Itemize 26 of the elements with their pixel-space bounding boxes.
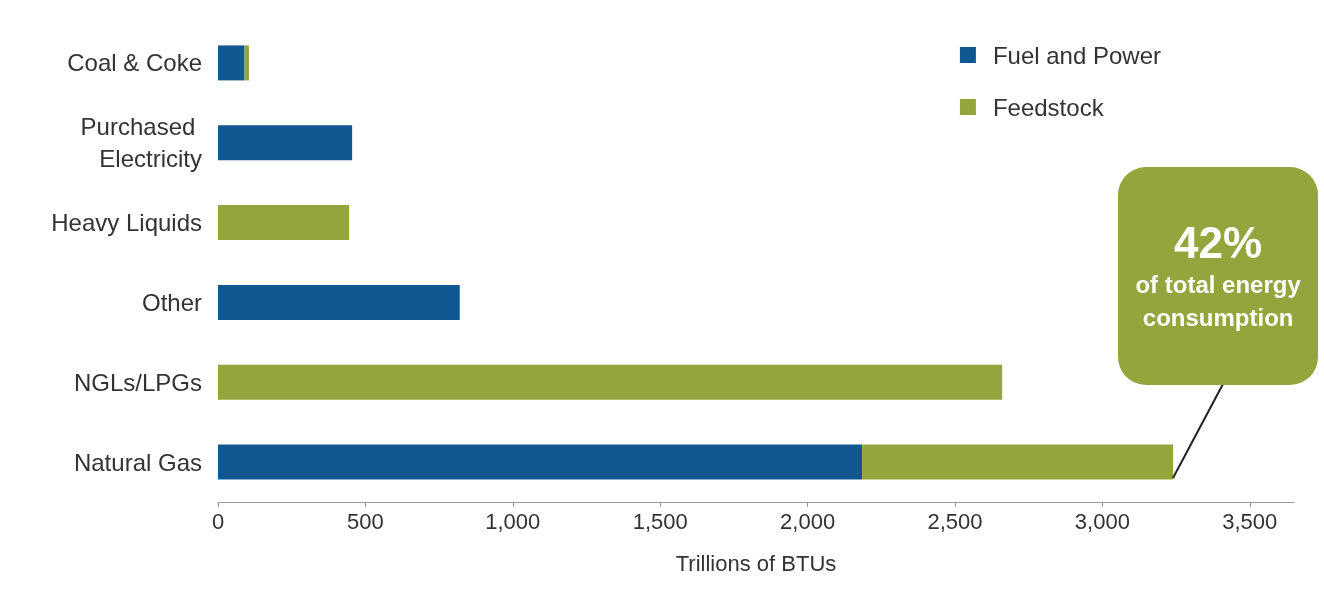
bar <box>218 444 863 480</box>
y-tick-label: Other <box>141 288 202 316</box>
legend-label: Feedstock <box>992 93 1105 121</box>
x-tick-label: 3,500 <box>1222 508 1278 534</box>
bar <box>218 364 1003 400</box>
x-axis-title: Trillions of BTUs <box>675 550 837 576</box>
y-tick-label: Heavy Liquids <box>51 209 202 237</box>
y-tick-label: Purchased Electricity <box>80 113 202 173</box>
y-tick-label: NGLs/LPGs <box>73 368 202 396</box>
legend-label: Fuel and Power <box>992 41 1162 69</box>
x-tick-label: 0 <box>211 508 225 534</box>
x-tick-label: 500 <box>347 508 384 534</box>
x-tick-label: 1,500 <box>632 508 688 534</box>
annotation: 42% of total energy consumption <box>1134 218 1302 334</box>
x-tick-label: 2,000 <box>780 508 836 534</box>
bar <box>862 444 1174 480</box>
bar <box>218 125 353 161</box>
x-tick-label: 3,000 <box>1074 508 1130 534</box>
bar <box>218 205 350 241</box>
x-tick-label: 2,500 <box>927 508 983 534</box>
bar <box>218 284 460 320</box>
bar <box>218 45 245 81</box>
y-tick-label: Coal & Coke <box>67 49 202 77</box>
bar <box>244 45 249 81</box>
y-tick-label: Natural Gas <box>73 448 202 476</box>
x-tick-label: 1,000 <box>485 508 541 534</box>
